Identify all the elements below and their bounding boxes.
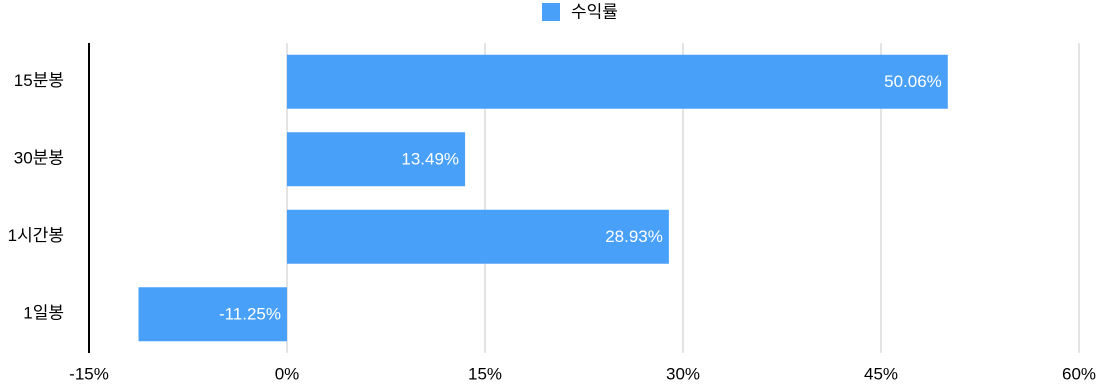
bar — [287, 209, 669, 264]
legend-swatch — [542, 3, 560, 21]
value-label: 50.06% — [884, 72, 942, 91]
legend-label: 수익률 — [571, 2, 618, 21]
bar — [287, 54, 948, 109]
value-label: -11.25% — [219, 305, 281, 324]
x-tick-label: 15% — [468, 364, 502, 383]
x-tick-label: -15% — [69, 364, 109, 383]
value-label: 28.93% — [605, 227, 663, 246]
y-tick-label: 30분봉 — [14, 149, 64, 168]
y-tick-label: 1시간봉 — [8, 226, 64, 245]
y-tick-label: 15분봉 — [14, 71, 64, 90]
bar — [138, 287, 287, 342]
x-tick-label: 45% — [864, 364, 898, 383]
x-tick-label: 60% — [1062, 364, 1096, 383]
value-label: 13.49% — [401, 150, 459, 169]
bar — [287, 132, 466, 187]
x-tick-label: 30% — [666, 364, 700, 383]
x-tick-label: 0% — [275, 364, 300, 383]
y-tick-label: 1일봉 — [23, 304, 64, 323]
